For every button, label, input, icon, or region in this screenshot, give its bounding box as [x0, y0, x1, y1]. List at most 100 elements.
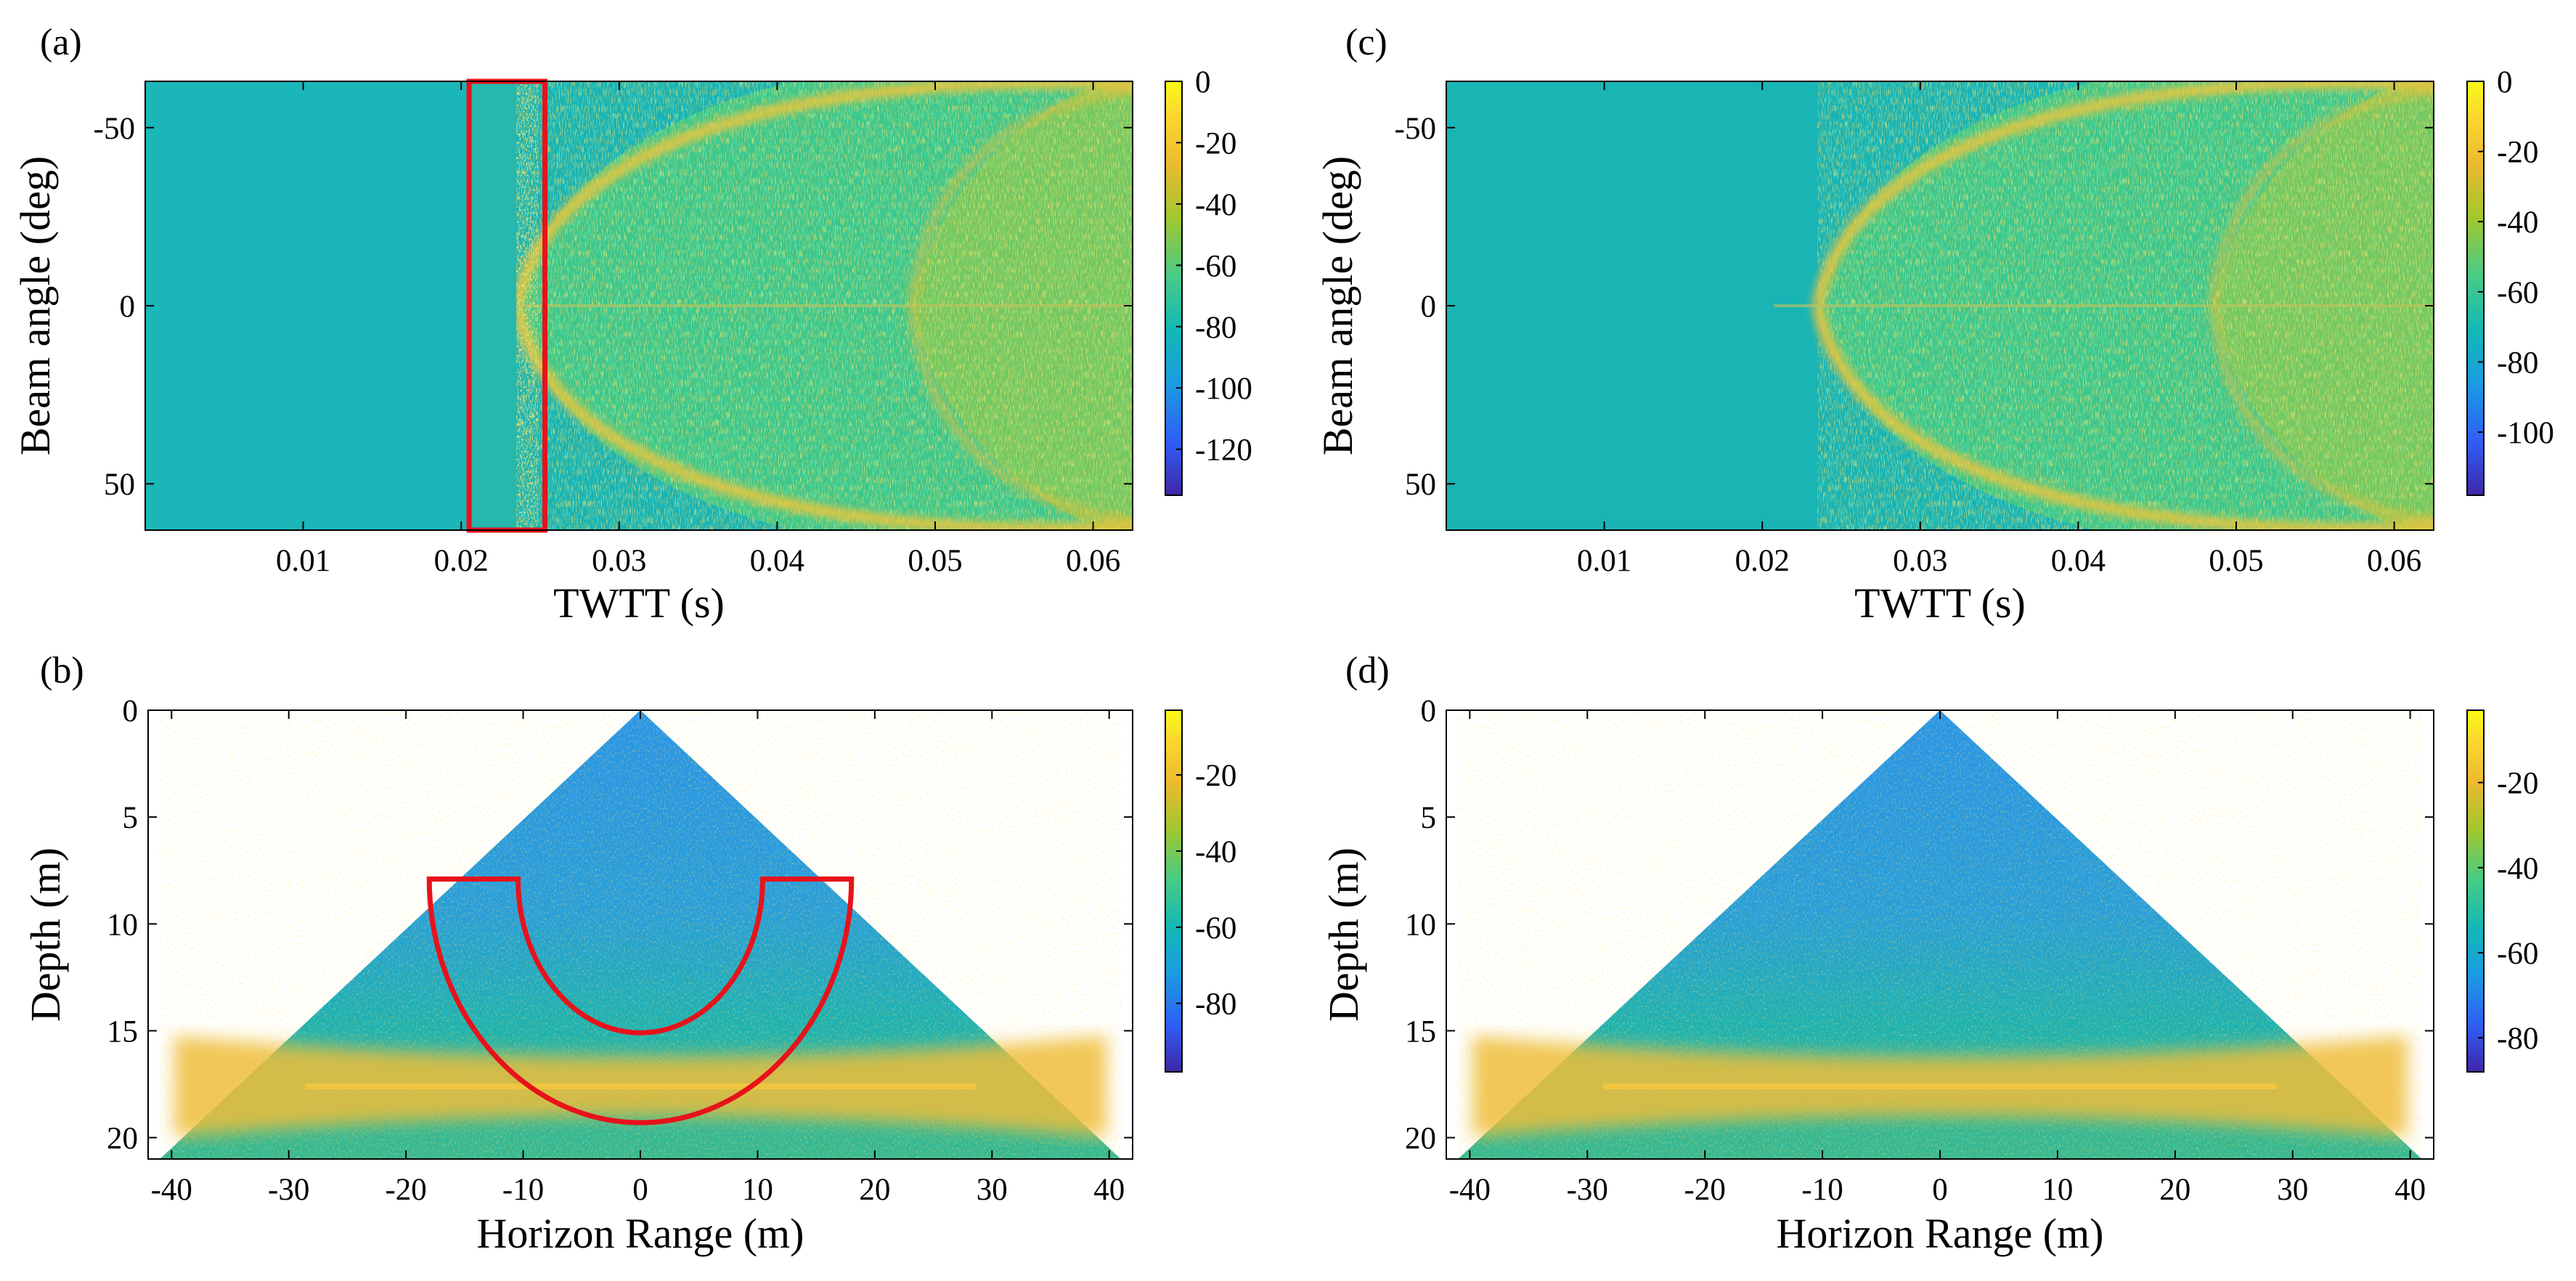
y-tick-label: -50	[94, 112, 135, 146]
x-tick-label: -40	[151, 1173, 192, 1207]
x-tick-label: 40	[2394, 1173, 2426, 1207]
x-axis-label: Horizon Range (m)	[477, 1210, 804, 1257]
colorbar-tick-label: -40	[1195, 188, 1236, 222]
y-tick-label: 0	[123, 694, 139, 728]
colorbar-c	[2466, 81, 2485, 496]
colorbar-tick-label: 0	[2497, 65, 2513, 99]
colorbar-tick-label: -40	[1195, 835, 1236, 869]
gate-region	[469, 81, 517, 530]
y-tick-label: 5	[123, 801, 139, 835]
x-tick-label: 0.05	[908, 544, 962, 578]
second-echo-arc-upper	[908, 86, 1133, 306]
x-tick-label: 10	[742, 1173, 773, 1207]
colorbar-tick-label: -100	[1195, 372, 1252, 406]
colorbar-tick-label: -40	[2497, 206, 2538, 240]
y-axis-label: Beam angle (deg)	[12, 156, 59, 455]
y-axis-label: Beam angle (deg)	[1314, 156, 1361, 455]
y-tick-label: 10	[1405, 908, 1436, 942]
x-tick-label: 0.02	[1735, 544, 1790, 578]
y-tick-label: 0	[1421, 290, 1437, 324]
colorbar-tick-label: -60	[2497, 937, 2538, 971]
x-tick-label: 40	[1093, 1173, 1125, 1207]
y-tick-label: 50	[1405, 468, 1436, 502]
colorbar-tick-label: -120	[1195, 434, 1252, 468]
x-tick-label: 0.06	[1066, 544, 1120, 578]
x-tick-label: 0	[1932, 1173, 1948, 1207]
colorbar-a	[1165, 81, 1183, 496]
x-tick-label: -10	[502, 1173, 544, 1207]
colorbar-tick-label: -40	[2497, 852, 2538, 886]
y-tick-label: 20	[107, 1122, 138, 1156]
x-tick-label: 0.02	[434, 544, 489, 578]
heatmap-c	[1446, 81, 2434, 530]
heatmap-b	[160, 710, 1121, 1159]
pre-onset-region	[145, 81, 470, 530]
colorbar-tick-label: -100	[2497, 416, 2554, 450]
x-axis-label: TWTT (s)	[1854, 580, 2026, 627]
second-echo-arc-lower	[908, 305, 1133, 525]
x-tick-label: 0.01	[1577, 544, 1631, 578]
y-axis-label: Depth (m)	[1320, 847, 1367, 1022]
colorbar-tick-label: -80	[1195, 311, 1236, 345]
panel-label: (c)	[1345, 22, 1387, 63]
panel-label: (d)	[1345, 650, 1390, 691]
x-tick-label: -20	[385, 1173, 426, 1207]
y-tick-label: 0	[1421, 694, 1437, 728]
y-tick-label: 15	[1405, 1014, 1436, 1049]
x-tick-label: 20	[859, 1173, 890, 1207]
second-echo-arc-lower	[2209, 305, 2434, 525]
x-tick-label: 10	[2042, 1173, 2073, 1207]
x-tick-label: -30	[1567, 1173, 1608, 1207]
x-tick-label: 30	[2277, 1173, 2308, 1207]
colorbar-d	[2466, 709, 2485, 1073]
y-tick-label: 50	[104, 468, 135, 502]
x-tick-label: -20	[1684, 1173, 1726, 1207]
colorbar-tick-label: -20	[1195, 759, 1236, 793]
panel-label: (b)	[40, 650, 84, 691]
y-tick-label: 5	[1421, 801, 1437, 835]
x-tick-label: 0	[632, 1173, 648, 1207]
x-tick-label: 0.04	[750, 544, 804, 578]
x-tick-label: 0.01	[276, 544, 330, 578]
colorbar-tick-label: -60	[1195, 249, 1236, 283]
gate-edge-noise	[516, 81, 539, 530]
second-echo-arc-upper	[2209, 86, 2434, 306]
y-tick-label: 0	[120, 290, 136, 324]
x-tick-label: -40	[1449, 1173, 1491, 1207]
x-tick-label: 0.04	[2051, 544, 2106, 578]
colorbar-tick-label: -80	[2497, 1022, 2538, 1056]
fan-speckle	[1458, 710, 2422, 1159]
colorbar-tick-label: -20	[1195, 126, 1236, 160]
x-axis-label: Horizon Range (m)	[1777, 1210, 2104, 1257]
colorbar-tick-label: -80	[2497, 346, 2538, 380]
x-tick-label: 20	[2159, 1173, 2190, 1207]
colorbar-b	[1165, 709, 1183, 1073]
y-tick-label: 15	[107, 1014, 138, 1049]
colorbar-tick-label: 0	[1195, 65, 1211, 99]
heatmap-d	[1458, 710, 2422, 1159]
x-tick-label: -30	[268, 1173, 309, 1207]
y-tick-label: -50	[1395, 112, 1436, 146]
bottom-echo-arc-upper	[1811, 81, 2434, 307]
x-tick-label: -10	[1801, 1173, 1843, 1207]
x-tick-label: 0.05	[2209, 544, 2263, 578]
colorbar-tick-label: -20	[2497, 767, 2538, 801]
colorbar-tick-label: -60	[2497, 276, 2538, 310]
bottom-echo-arc-lower	[1811, 304, 2434, 530]
heatmap-a	[145, 81, 1133, 530]
x-tick-label: 30	[977, 1173, 1008, 1207]
colorbar-tick-label: -80	[1195, 988, 1236, 1022]
x-tick-label: 0.06	[2367, 544, 2421, 578]
x-tick-label: 0.03	[1893, 544, 1947, 578]
panel-label: (a)	[40, 22, 82, 63]
x-tick-label: 0.03	[592, 544, 646, 578]
y-tick-label: 10	[107, 908, 138, 942]
annotation-half-annulus	[426, 876, 855, 1126]
y-axis-label: Depth (m)	[22, 847, 69, 1022]
colorbar-tick-label: -60	[1195, 911, 1236, 946]
fan-speckle	[160, 710, 1121, 1159]
x-axis-label: TWTT (s)	[553, 580, 725, 627]
y-tick-label: 20	[1405, 1122, 1436, 1156]
colorbar-tick-label: -20	[2497, 136, 2538, 170]
